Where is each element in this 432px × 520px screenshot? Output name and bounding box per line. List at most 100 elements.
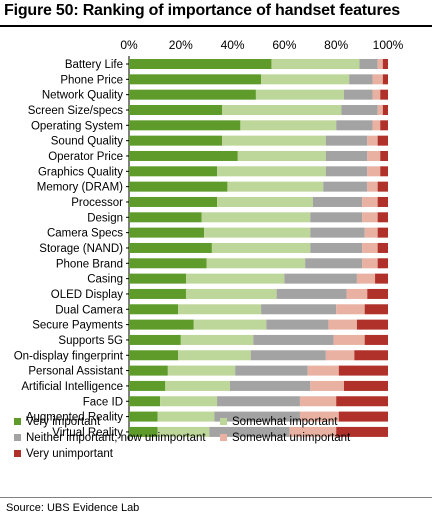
bar-segment bbox=[129, 365, 168, 376]
bar-segment bbox=[237, 150, 326, 161]
bar-segment bbox=[129, 319, 194, 330]
bar-segment bbox=[289, 426, 337, 437]
bar-segment bbox=[377, 212, 388, 223]
bar-segment bbox=[129, 288, 186, 299]
bar-segment bbox=[377, 196, 388, 207]
bar-segment bbox=[359, 59, 378, 69]
bar-segment bbox=[312, 196, 363, 207]
bar-segment bbox=[382, 74, 388, 85]
category-label: Storage (NAND) bbox=[39, 243, 123, 255]
bar-segment bbox=[382, 104, 388, 115]
bar-segment bbox=[367, 288, 388, 299]
bar-segment bbox=[160, 396, 218, 407]
bar-segment bbox=[341, 104, 378, 115]
bar-segment bbox=[307, 365, 339, 376]
bar-segment bbox=[310, 242, 363, 253]
legend-label: Very unimportant bbox=[26, 448, 114, 460]
bar-segment bbox=[346, 288, 368, 299]
bar-segment bbox=[129, 334, 181, 345]
bar-segment bbox=[362, 242, 378, 253]
bar-segment bbox=[217, 396, 300, 407]
category-label: Casing bbox=[87, 274, 123, 286]
bar-segment bbox=[325, 350, 355, 361]
category-label: Processor bbox=[71, 197, 123, 209]
x-tick-label: 40% bbox=[221, 38, 245, 52]
bar-segment bbox=[377, 242, 388, 253]
legend-label: Somewhat important bbox=[232, 416, 338, 428]
bar-segment bbox=[343, 380, 388, 391]
bar-segment bbox=[375, 273, 388, 284]
bar-segment bbox=[380, 166, 388, 177]
bar-segment bbox=[380, 150, 388, 161]
title-rule bbox=[0, 25, 432, 27]
bar-segment bbox=[323, 181, 368, 192]
bar-segment bbox=[310, 380, 344, 391]
bar-segment bbox=[284, 273, 357, 284]
bar-segment bbox=[129, 150, 238, 161]
bar-segment bbox=[201, 212, 311, 223]
bar-segment bbox=[325, 150, 368, 161]
category-label: Camera Specs bbox=[47, 228, 123, 240]
bar-segment bbox=[356, 273, 376, 284]
bar-segment bbox=[372, 89, 381, 100]
bar-segment bbox=[129, 304, 179, 315]
bar-segment bbox=[129, 396, 161, 407]
category-label: On-display fingerprint bbox=[14, 350, 124, 362]
category-label: Phone Brand bbox=[56, 258, 123, 270]
bar-segment bbox=[129, 273, 186, 284]
x-tick-label: 20% bbox=[169, 38, 193, 52]
bar-segment bbox=[299, 411, 339, 422]
bar-segment bbox=[377, 135, 388, 146]
bar-segment bbox=[261, 304, 337, 315]
bar-segment bbox=[343, 89, 373, 100]
bar-segment bbox=[367, 135, 378, 146]
bar-segment bbox=[206, 258, 306, 269]
bar-segment bbox=[336, 120, 373, 131]
source-divider bbox=[0, 497, 432, 498]
category-label: Supports 5G bbox=[58, 335, 123, 347]
bar-segment bbox=[222, 135, 326, 146]
bar-segment bbox=[204, 227, 311, 238]
category-label: Sound Quality bbox=[51, 136, 123, 148]
bar-segment bbox=[178, 350, 251, 361]
bar-segment bbox=[356, 319, 388, 330]
bar-segment bbox=[129, 89, 256, 100]
bar-segment bbox=[185, 288, 277, 299]
bar-segment bbox=[250, 350, 326, 361]
bar-segment bbox=[178, 304, 262, 315]
legend-label: Somewhat unimportant bbox=[232, 432, 351, 444]
bar-segment bbox=[227, 181, 324, 192]
category-label: Face ID bbox=[83, 396, 123, 408]
bar-segment bbox=[240, 120, 337, 131]
category-label: Operating System bbox=[31, 120, 123, 132]
bar-segment bbox=[325, 135, 368, 146]
x-tick-label: 0% bbox=[120, 38, 138, 52]
category-label: Virtual Reality bbox=[52, 427, 123, 439]
bar-segment bbox=[372, 74, 383, 85]
bar-segment bbox=[336, 426, 388, 437]
bar-segment bbox=[354, 350, 388, 361]
bar-segment bbox=[380, 89, 388, 100]
bar-segment bbox=[377, 227, 388, 238]
bar-segment bbox=[367, 181, 378, 192]
bar-segment bbox=[129, 166, 218, 177]
bar-segment bbox=[129, 426, 158, 437]
bar-segment bbox=[222, 104, 342, 115]
bar-segment bbox=[364, 304, 388, 315]
bar-segment bbox=[367, 166, 381, 177]
category-label: Graphics Quality bbox=[38, 166, 123, 178]
bar-segment bbox=[129, 135, 223, 146]
bar-segment bbox=[382, 59, 388, 69]
legend-swatch bbox=[14, 450, 21, 457]
bar-segment bbox=[364, 334, 388, 345]
bar-segment bbox=[165, 380, 231, 391]
bar-segment bbox=[129, 181, 228, 192]
bar-segment bbox=[310, 227, 365, 238]
bar-segment bbox=[217, 196, 313, 207]
bar-segment bbox=[362, 212, 378, 223]
bar-segment bbox=[338, 365, 388, 376]
bar-segment bbox=[255, 89, 344, 100]
legend-label: Very important bbox=[26, 416, 101, 428]
bar-segment bbox=[276, 288, 347, 299]
bar-segment bbox=[299, 396, 337, 407]
